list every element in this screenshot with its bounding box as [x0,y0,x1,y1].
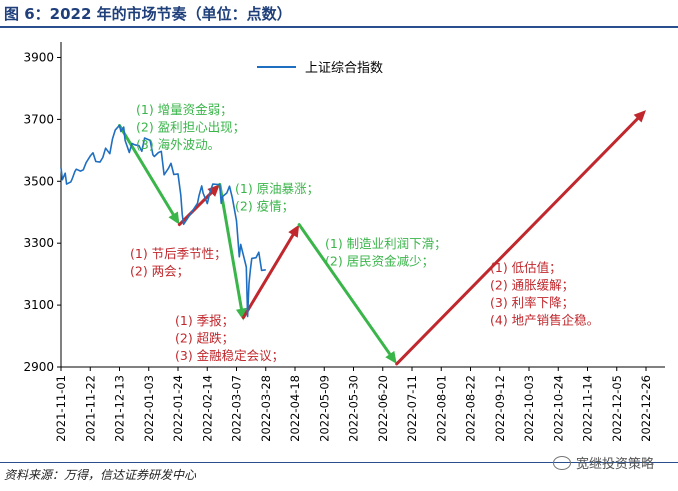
x-tick-label: 2022-06-20 [376,375,390,442]
x-tick-label: 2022-03-07 [230,375,244,442]
x-tick-label: 2022-08-01 [434,375,448,442]
trend-arrow-head [633,110,646,123]
x-tick-label: 2022-03-28 [259,375,273,442]
wechat-icon [552,455,571,470]
x-tick-label: 2022-05-30 [347,375,361,442]
trend-arrow [118,124,175,216]
x-tick-label: 2021-11-01 [54,375,68,442]
x-tick-label: 2022-02-14 [200,375,214,442]
y-tick-label: 3900 [23,50,54,64]
watermark-text: 宽继投资策略 [575,457,654,472]
x-tick-label: 2022-01-03 [142,375,156,442]
legend-label: 上证综合指数 [305,61,383,76]
trend-arrows [118,110,646,366]
annotations: (1) 增量资金弱； (2) 盈利担心出现； (3) 海外波动。 (1) 节后季节性；… [130,102,599,363]
annotation-block: (1) 低估值； (2) 通胀缓解； (3) 利率下降； (4) 地产销售企稳。 [490,260,599,328]
x-tick-label: 2022-04-18 [288,375,302,442]
x-tick-label: 2021-11-22 [83,375,97,442]
trend-arrow [218,182,243,311]
annotation-line: (2) 两会； [130,264,189,279]
annotation-line: (3) 利率下降； [490,295,574,310]
x-tick-label: 2022-12-26 [639,375,653,442]
annotation-line: (1) 季报； [175,313,234,328]
annotation-line: (1) 原油暴涨； [235,181,319,196]
title-rule [0,26,678,28]
watermark: 宽继投资策略 [552,453,654,472]
index-series-line [60,124,266,318]
annotation-line: (2) 通胀缓解； [490,278,574,293]
annotation-line: (3) 海外波动。 [136,137,220,152]
x-tick-label: 2022-10-03 [522,375,536,442]
trend-arrow-head [168,211,180,225]
trend-arrow-head [288,224,300,238]
trend-arrow [241,233,295,319]
trend-arrow [297,223,392,356]
x-tick-label: 2021-12-13 [113,375,127,442]
annotation-line: (4) 地产销售企稳。 [490,313,599,328]
annotation-line: (3) 金融稳定会议； [175,348,284,363]
trend-arrow [395,117,640,366]
annotation-line: (1) 增量资金弱； [136,102,233,117]
chart-axes: 2900 3100 3300 3500 3700 3900 2021-11-01 2021-1… [23,42,665,442]
x-tick-label: 2022-01-24 [171,375,185,442]
annotation-line: (2) 疫情； [235,199,294,214]
annotation-line: (1) 节后季节性； [130,246,227,261]
figure-title: 图 6：2022 年的市场节奏（单位：点数） [4,5,292,23]
y-tick-label: 3100 [23,298,54,312]
x-tick-label: 2022-12-05 [610,375,624,442]
annotation-line: (2) 居民资金减少； [325,254,434,269]
legend: 上证综合指数 [257,61,383,76]
annotation-line: (1) 低估值； [490,260,562,275]
series-layer [60,124,266,318]
x-tick-label: 2022-08-22 [464,375,478,442]
annotation-line: (2) 盈利担心出现； [136,120,245,135]
annotation-block: (1) 原油暴涨； (2) 疫情； [235,181,319,214]
annotation-block: (1) 制造业利润下滑； (2) 居民资金减少； [325,236,447,269]
y-tick-label: 3500 [23,174,54,188]
x-tick-label: 2022-05-09 [317,375,331,442]
x-tick-label: 2022-07-11 [405,375,419,442]
y-tick-label: 3700 [23,112,54,126]
source-note: 资料来源：万得，信达证券研发中心 [4,468,197,482]
annotation-block: (1) 季报； (2) 超跌； (3) 金融稳定会议； [175,313,284,363]
y-tick-label: 2900 [23,360,54,374]
annotation-line: (2) 超跌； [175,331,234,346]
x-tick-label: 2022-10-24 [551,375,565,442]
trend-arrow-head [385,350,397,364]
x-tick-label: 2022-09-12 [493,375,507,442]
annotation-block: (1) 增量资金弱； (2) 盈利担心出现； (3) 海外波动。 [136,102,245,152]
market-rhythm-chart: 2900 3100 3300 3500 3700 3900 2021-11-01 2021-1… [23,42,665,442]
annotation-line: (1) 制造业利润下滑； [325,236,447,251]
trend-arrow [177,191,213,227]
source-rule [0,462,678,463]
trend-arrow-head [207,184,220,197]
y-tick-label: 3300 [23,236,54,250]
x-tick-label: 2022-11-14 [581,375,595,442]
annotation-block: (1) 节后季节性； (2) 两会； [130,246,227,279]
